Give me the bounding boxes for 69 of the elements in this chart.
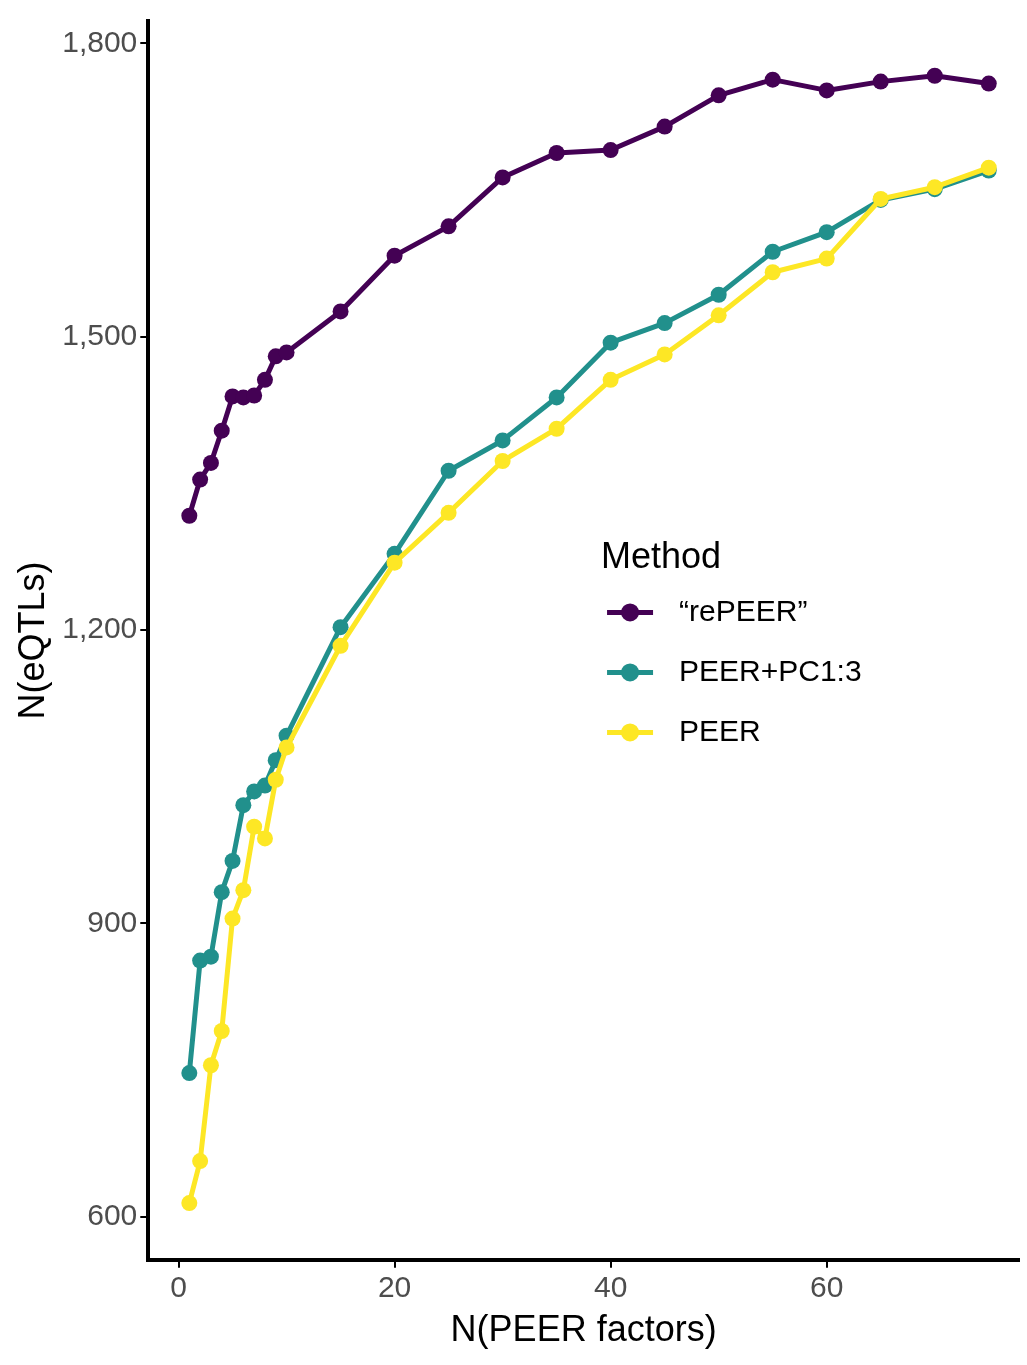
x-tick-label: 60 xyxy=(810,1270,844,1304)
y-axis-title: N(eQTLs) xyxy=(10,561,52,720)
point xyxy=(656,315,673,332)
point xyxy=(202,454,219,471)
x-tick-label: 20 xyxy=(377,1270,412,1304)
point xyxy=(980,75,997,92)
y-tick-label: 600 xyxy=(87,1198,138,1232)
point xyxy=(213,1023,230,1040)
legend-label: “rePEER” xyxy=(679,593,808,627)
point xyxy=(181,1195,198,1212)
point xyxy=(818,250,835,267)
point xyxy=(710,87,727,104)
point xyxy=(246,387,263,404)
point xyxy=(278,344,295,361)
point xyxy=(710,307,727,324)
point xyxy=(332,637,349,654)
point xyxy=(440,462,457,479)
point xyxy=(494,452,511,469)
y-tick-label: 1,800 xyxy=(62,24,138,58)
point xyxy=(256,371,273,388)
point xyxy=(764,243,781,260)
point xyxy=(267,771,284,788)
point xyxy=(213,422,230,439)
x-tick-label: 40 xyxy=(593,1270,628,1304)
point xyxy=(494,432,511,449)
point xyxy=(278,739,295,756)
point xyxy=(256,830,273,847)
point xyxy=(332,619,349,636)
point xyxy=(440,504,457,521)
point xyxy=(386,554,403,571)
point xyxy=(224,910,241,927)
point xyxy=(548,145,565,161)
point xyxy=(192,471,209,488)
legend-title: Method xyxy=(601,535,722,577)
x-axis-title: N(PEER factors) xyxy=(450,1308,717,1350)
point xyxy=(213,884,230,901)
point xyxy=(181,1065,198,1082)
point xyxy=(202,948,219,965)
point xyxy=(494,169,511,186)
point xyxy=(764,264,781,281)
point xyxy=(181,507,198,524)
point xyxy=(818,224,835,241)
point xyxy=(656,346,673,363)
y-tick-label: 1,500 xyxy=(62,318,138,352)
y-tick-label: 900 xyxy=(87,904,138,938)
point xyxy=(602,142,619,159)
legend-label: PEER+PC1:3 xyxy=(679,653,862,687)
point xyxy=(246,818,263,835)
point xyxy=(710,286,727,303)
point xyxy=(192,1153,209,1170)
point xyxy=(548,389,565,406)
point xyxy=(602,334,619,351)
point xyxy=(764,71,781,88)
point xyxy=(926,67,943,84)
point xyxy=(202,1057,219,1074)
y-tick-label: 1,200 xyxy=(62,611,138,645)
point xyxy=(602,371,619,388)
point xyxy=(440,218,457,235)
point xyxy=(235,882,252,899)
point xyxy=(386,247,403,264)
x-tick-label: 0 xyxy=(170,1270,187,1304)
point xyxy=(818,82,835,99)
point xyxy=(224,852,241,869)
point xyxy=(656,118,673,135)
point xyxy=(872,73,889,90)
legend-label: PEER xyxy=(679,713,761,747)
point xyxy=(548,420,565,437)
point xyxy=(332,303,349,320)
point xyxy=(235,797,252,814)
